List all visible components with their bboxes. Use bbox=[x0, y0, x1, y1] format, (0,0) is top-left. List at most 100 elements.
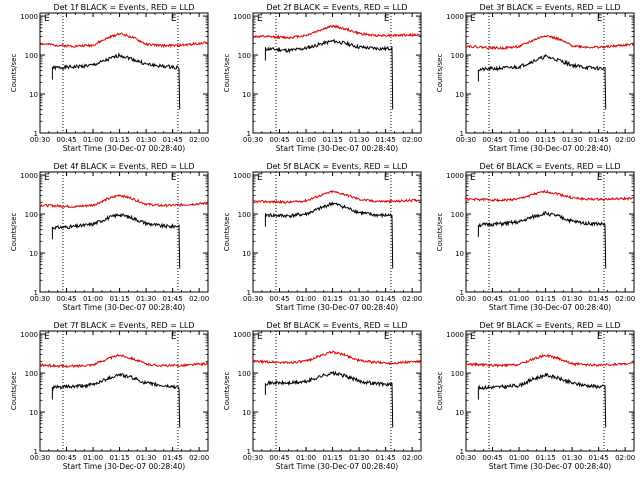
lld-series-line bbox=[465, 353, 634, 368]
lld-series-line bbox=[252, 350, 421, 366]
y-tick-label: 100 bbox=[451, 52, 464, 60]
x-tick-label: 00:45 bbox=[482, 136, 502, 144]
plot-frame bbox=[252, 330, 422, 452]
y-tick-label: 1 bbox=[247, 448, 251, 456]
x-tick-label: 00:30 bbox=[30, 295, 50, 303]
x-tick-label: 01:30 bbox=[562, 454, 582, 462]
events-series-line bbox=[477, 210, 607, 269]
detector-panel-3: Det 3f BLACK = Events, RED = LLD 1 10 100 10… bbox=[436, 3, 635, 153]
y-tick-label: 10 bbox=[29, 250, 38, 258]
y-tick-label: 10 bbox=[242, 91, 251, 99]
lld-series-line bbox=[252, 190, 422, 204]
y-tick-label: 1000 bbox=[233, 331, 251, 339]
event-marker-label: E bbox=[384, 173, 390, 183]
y-axis-label: Counts/sec bbox=[436, 54, 444, 93]
x-tick-label: 00:30 bbox=[30, 136, 50, 144]
events-series-line bbox=[51, 372, 181, 428]
y-tick-label: 100 bbox=[238, 52, 251, 60]
x-tick-label: 02:00 bbox=[189, 136, 209, 144]
plot-frame bbox=[465, 12, 635, 134]
x-tick-label: 01:45 bbox=[589, 454, 609, 462]
x-tick-label: 02:00 bbox=[402, 295, 422, 303]
x-axis-label: Start Time (30-Dec-07 00:28:40) bbox=[276, 144, 398, 153]
x-tick-label: 02:00 bbox=[189, 454, 209, 462]
y-tick-label: 1 bbox=[247, 130, 251, 138]
x-tick-label: 02:00 bbox=[189, 295, 209, 303]
event-marker-label: E bbox=[597, 332, 603, 342]
y-axis-label: Counts/sec bbox=[223, 213, 231, 252]
x-tick-label: 00:45 bbox=[56, 454, 76, 462]
event-marker-label: E bbox=[470, 14, 476, 24]
events-series-line bbox=[477, 54, 607, 110]
y-tick-label: 1 bbox=[247, 289, 251, 297]
detector-panel-2: Det 2f BLACK = Events, RED = LLD 1 10 100 10… bbox=[223, 3, 422, 153]
y-tick-label: 100 bbox=[238, 370, 251, 378]
x-tick-label: 01:30 bbox=[136, 454, 156, 462]
y-axis-label: Counts/sec bbox=[10, 213, 18, 252]
event-marker-label: E bbox=[44, 332, 50, 342]
y-axis-label: Counts/sec bbox=[436, 372, 444, 411]
x-tick-label: 02:00 bbox=[615, 136, 635, 144]
y-tick-label: 1 bbox=[34, 289, 38, 297]
events-series-line bbox=[264, 201, 394, 269]
detector-panel-5: Det 5f BLACK = Events, RED = LLD 1 10 100 10… bbox=[223, 162, 422, 312]
x-tick-label: 00:45 bbox=[269, 454, 289, 462]
events-series-line bbox=[51, 212, 181, 269]
plot-frame bbox=[39, 171, 209, 293]
y-tick-label: 10 bbox=[455, 91, 464, 99]
lld-series-line bbox=[465, 189, 635, 203]
event-marker-label: E bbox=[384, 14, 390, 24]
y-axis-label: Counts/sec bbox=[436, 213, 444, 252]
x-tick-label: 00:30 bbox=[243, 454, 263, 462]
x-tick-label: 00:45 bbox=[482, 295, 502, 303]
x-tick-label: 01:15 bbox=[322, 136, 342, 144]
y-tick-label: 10 bbox=[29, 409, 38, 417]
y-tick-label: 1 bbox=[460, 130, 464, 138]
events-series-line bbox=[264, 38, 394, 110]
x-tick-label: 01:30 bbox=[349, 295, 369, 303]
lld-series-line bbox=[39, 193, 208, 209]
x-tick-label: 01:45 bbox=[589, 295, 609, 303]
x-tick-label: 02:00 bbox=[402, 136, 422, 144]
y-axis-label: Counts/sec bbox=[10, 54, 18, 93]
detector-panel-4: Det 4f BLACK = Events, RED = LLD 1 10 100 10… bbox=[10, 162, 209, 312]
event-marker-label: E bbox=[171, 332, 177, 342]
x-tick-label: 02:00 bbox=[615, 454, 635, 462]
detector-panel-8: Det 8f BLACK = Events, RED = LLD 1 10 100 10… bbox=[223, 321, 422, 471]
event-marker-label: E bbox=[470, 332, 476, 342]
x-tick-label: 00:30 bbox=[456, 454, 476, 462]
x-tick-label: 00:45 bbox=[56, 136, 76, 144]
x-axis-label: Start Time (30-Dec-07 00:28:40) bbox=[489, 144, 611, 153]
y-tick-label: 1000 bbox=[20, 172, 38, 180]
plot-frame bbox=[465, 330, 635, 452]
panel-title: Det 8f BLACK = Events, RED = LLD bbox=[266, 321, 407, 330]
y-tick-label: 1000 bbox=[20, 331, 38, 339]
x-tick-label: 02:00 bbox=[615, 295, 635, 303]
x-tick-label: 02:00 bbox=[402, 454, 422, 462]
y-tick-label: 1000 bbox=[233, 172, 251, 180]
y-tick-label: 1 bbox=[34, 448, 38, 456]
lld-series-line bbox=[39, 353, 209, 369]
x-tick-label: 01:15 bbox=[535, 295, 555, 303]
event-marker-label: E bbox=[171, 14, 177, 24]
event-marker-label: E bbox=[44, 14, 50, 24]
x-tick-label: 01:45 bbox=[163, 454, 183, 462]
y-tick-label: 1000 bbox=[233, 13, 251, 21]
panel-title: Det 9f BLACK = Events, RED = LLD bbox=[479, 321, 620, 330]
lld-series-line bbox=[252, 24, 422, 40]
detector-panel-1: Det 1f BLACK = Events, RED = LLD 1 10 100 10… bbox=[10, 3, 209, 153]
x-tick-label: 01:15 bbox=[109, 136, 129, 144]
y-tick-label: 1000 bbox=[20, 13, 38, 21]
y-tick-label: 10 bbox=[29, 91, 38, 99]
panel-title: Det 5f BLACK = Events, RED = LLD bbox=[266, 162, 407, 171]
plot-frame bbox=[252, 12, 422, 134]
event-marker-label: E bbox=[257, 332, 263, 342]
y-axis-label: Counts/sec bbox=[10, 372, 18, 411]
event-marker-label: E bbox=[597, 173, 603, 183]
x-tick-label: 01:45 bbox=[163, 295, 183, 303]
x-tick-label: 01:45 bbox=[589, 136, 609, 144]
x-tick-label: 01:00 bbox=[296, 454, 316, 462]
y-tick-label: 100 bbox=[451, 211, 464, 219]
y-tick-label: 1 bbox=[34, 130, 38, 138]
x-tick-label: 01:30 bbox=[136, 136, 156, 144]
